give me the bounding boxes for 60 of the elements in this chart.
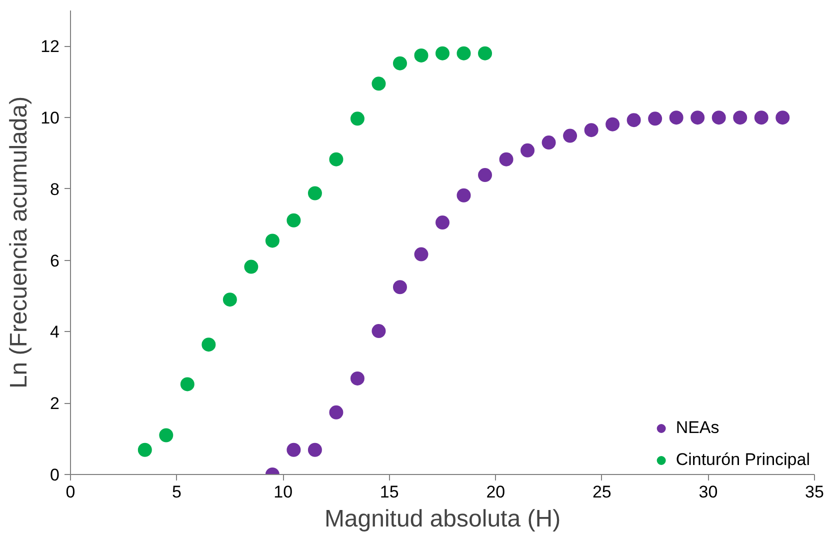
point <box>372 324 386 338</box>
point <box>222 292 237 307</box>
legend-label: NEAs <box>676 418 720 438</box>
point <box>392 56 407 70</box>
point <box>690 110 705 125</box>
point <box>414 247 428 262</box>
point <box>669 110 684 125</box>
point <box>478 168 492 182</box>
point <box>520 143 535 158</box>
point <box>180 377 194 392</box>
point <box>265 234 280 248</box>
point <box>712 110 726 125</box>
y-tick-label: 6 <box>50 251 60 270</box>
point <box>456 188 471 202</box>
y-tick-label: 8 <box>50 180 60 199</box>
point <box>563 128 578 143</box>
y-tick-label: 4 <box>50 322 60 342</box>
point <box>159 428 174 442</box>
x-axis-title: Magnitud absoluta (H) <box>324 506 561 532</box>
y-tick-label: 0 <box>50 466 60 484</box>
point <box>329 152 344 166</box>
point <box>626 113 641 128</box>
point <box>392 280 407 294</box>
point <box>372 76 386 91</box>
point <box>308 442 322 457</box>
point <box>308 186 322 200</box>
legend-label: Cinturón Principal <box>676 450 810 470</box>
point <box>776 110 790 125</box>
point <box>478 46 492 60</box>
point <box>138 442 152 457</box>
point <box>499 152 514 166</box>
y-tick-label: 12 <box>40 37 60 56</box>
point <box>456 46 471 60</box>
x-tick-label: 30 <box>698 482 718 502</box>
point <box>733 110 748 125</box>
point <box>436 46 450 60</box>
point <box>584 123 598 138</box>
x-tick-label: 20 <box>486 482 506 502</box>
point <box>350 372 364 386</box>
point <box>286 213 301 228</box>
x-tick-label: 5 <box>172 482 182 502</box>
x-tick-label: 35 <box>805 482 824 502</box>
point <box>244 260 258 274</box>
y-axis-title: Ln (Frecuencia acumulada) <box>6 96 33 389</box>
point <box>350 112 364 126</box>
point <box>542 136 556 150</box>
y-tick-label: 10 <box>40 108 60 128</box>
y-tick-label: 2 <box>50 394 60 414</box>
point <box>286 442 301 457</box>
point <box>414 48 428 62</box>
point <box>436 216 450 230</box>
point <box>606 117 620 132</box>
point <box>754 110 768 125</box>
point <box>648 112 662 126</box>
x-tick-label: 10 <box>274 482 293 502</box>
x-tick-label: 25 <box>592 482 612 502</box>
x-tick-label: 0 <box>66 482 76 502</box>
x-tick-label: 15 <box>380 482 399 502</box>
point <box>202 338 216 352</box>
point <box>329 405 344 420</box>
